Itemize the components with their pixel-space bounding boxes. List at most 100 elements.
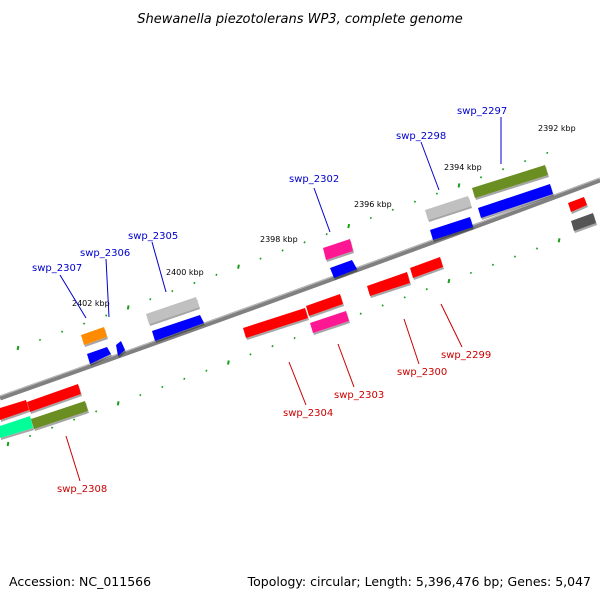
gene-label-swp-2299[interactable]: swp_2299: [441, 350, 491, 361]
leader-swp-2305: [151, 241, 167, 293]
minor-tick: [249, 353, 252, 356]
gene-label-swp-2298[interactable]: swp_2298: [396, 131, 446, 142]
gene-left-red-b-feature[interactable]: [0, 400, 29, 420]
leader-swp-2306: [105, 258, 110, 318]
gene-swp-2308-feature[interactable]: [31, 401, 88, 429]
gene-right-edge-red-feature[interactable]: [568, 197, 587, 212]
leader-swp-2308: [65, 435, 81, 482]
map-title: Shewanella piezotolerans WP3, complete g…: [137, 12, 463, 27]
gene-left-red-a-feature[interactable]: [27, 384, 81, 412]
gene-swp-2305-feature[interactable]: [146, 297, 199, 324]
gene-label-swp-2307[interactable]: swp_2307: [32, 263, 82, 274]
gene-label-swp-2297[interactable]: swp_2297: [457, 106, 507, 117]
minor-tick: [28, 434, 32, 438]
kbp-label-2402: 2402 kbp: [72, 299, 110, 308]
forward-gene-features: [81, 165, 596, 364]
gene-swp-2303-feature[interactable]: [310, 311, 349, 333]
minor-tick: [259, 257, 262, 260]
gene-label-swp-2304[interactable]: swp_2304: [283, 408, 333, 419]
genome-backbone-highlight: [0, 177, 600, 397]
minor-tick: [435, 192, 439, 195]
minor-tick: [215, 273, 218, 276]
gene-swp-2307-feature[interactable]: [81, 327, 107, 345]
minor-tick: [523, 159, 527, 163]
gene-blue-2298b-feature[interactable]: [430, 217, 473, 240]
gene-blue-2302b-feature[interactable]: [330, 260, 357, 278]
minor-tick: [105, 314, 108, 317]
reverse-gene-features: [0, 257, 443, 438]
minor-tick: [513, 255, 517, 258]
minor-tick: [60, 330, 64, 333]
minor-tick: [95, 410, 98, 413]
gene-small-blue-arrow[interactable]: [116, 341, 125, 356]
gene-label-swp-2302[interactable]: swp_2302: [289, 174, 339, 185]
minor-tick: [205, 369, 208, 372]
minor-tick: [491, 263, 495, 266]
minor-tick: [183, 377, 186, 380]
gene-label-swp-2303[interactable]: swp_2303: [334, 390, 384, 401]
gene-blue-2296-feature[interactable]: [478, 184, 553, 218]
major-tick: [116, 401, 120, 406]
gene-spring-green-feature[interactable]: [0, 416, 33, 438]
gene-swp-2299-feature[interactable]: [410, 257, 443, 278]
major-tick: [447, 278, 451, 284]
minor-tick: [38, 338, 42, 342]
accession-text: Accession: NC_011566: [9, 574, 151, 589]
minor-tick: [303, 241, 306, 244]
major-tick: [126, 305, 130, 310]
minor-tick: [535, 247, 539, 250]
gene-label-swp-2305[interactable]: swp_2305: [128, 231, 178, 242]
major-tick: [457, 183, 461, 188]
gene-swp-2302-feature[interactable]: [323, 239, 353, 260]
minor-tick: [139, 393, 142, 397]
minor-tick: [325, 233, 328, 236]
kbp-label-2396: 2396 kbp: [354, 200, 392, 209]
forward-gene-labels: swp_2297 swp_2298 swp_2302 swp_2305 swp_…: [32, 106, 507, 319]
minor-tick: [469, 271, 473, 275]
major-tick: [16, 345, 20, 351]
minor-tick: [50, 426, 54, 429]
minor-tick: [381, 304, 384, 307]
minor-tick: [293, 336, 296, 340]
minor-tick: [403, 296, 406, 299]
minor-tick: [82, 322, 86, 325]
minor-tick: [546, 151, 549, 155]
leader-swp-2303: [337, 343, 355, 388]
gene-swp-2300-feature[interactable]: [367, 272, 410, 296]
leader-swp-2304: [288, 361, 307, 406]
leader-swp-2300: [403, 318, 420, 365]
major-tick: [347, 223, 351, 229]
gene-dark-gray-feature[interactable]: [571, 213, 596, 231]
minor-tick: [193, 281, 196, 285]
gene-label-swp-2300[interactable]: swp_2300: [397, 367, 447, 378]
major-tick: [557, 238, 561, 243]
gene-label-swp-2308[interactable]: swp_2308: [57, 484, 107, 495]
minor-tick: [161, 385, 164, 389]
summary-text: Topology: circular; Length: 5,396,476 bp…: [247, 574, 591, 589]
kbp-label-2394: 2394 kbp: [444, 163, 482, 172]
gene-swp-2304-feature[interactable]: [243, 308, 308, 338]
major-tick: [6, 441, 10, 447]
leader-swp-2302: [313, 187, 331, 233]
minor-tick: [171, 289, 174, 293]
leader-swp-2307: [59, 274, 87, 319]
kbp-label-2398: 2398 kbp: [260, 235, 298, 244]
gene-swp-2298-feature[interactable]: [425, 196, 471, 220]
major-tick: [227, 360, 230, 365]
gene-blue-2305b-feature[interactable]: [152, 315, 204, 341]
gene-swp-2306-feature[interactable]: [87, 347, 111, 364]
minor-tick: [479, 176, 483, 179]
gene-red-2303a-feature[interactable]: [306, 294, 343, 316]
major-tick: [237, 264, 240, 269]
minor-tick: [391, 208, 394, 211]
genome-backbone: [0, 177, 600, 401]
minor-tick: [271, 345, 274, 348]
gene-swp-2297-feature[interactable]: [472, 165, 548, 198]
minor-tick: [369, 216, 372, 220]
minor-tick: [425, 288, 428, 291]
minor-tick: [359, 312, 362, 315]
forward-tick-row: [16, 151, 549, 351]
gene-label-swp-2306[interactable]: swp_2306: [80, 248, 130, 259]
kbp-label-2392: 2392 kbp: [538, 124, 576, 133]
